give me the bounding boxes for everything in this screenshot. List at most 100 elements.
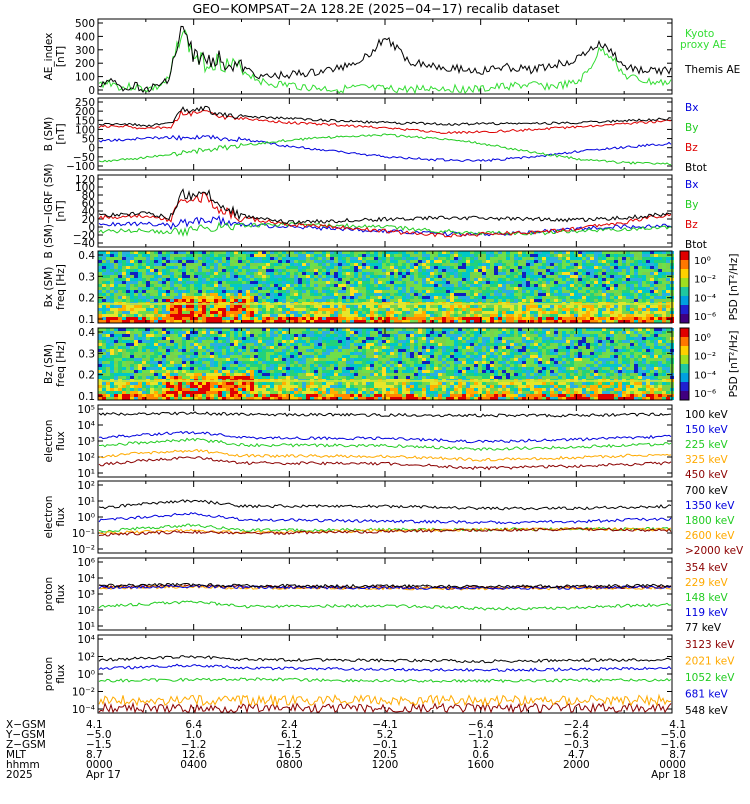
colorbar-label: PSD [nT²/Hz]: [728, 331, 740, 398]
ylabel-bxspec: Bx (SM): [43, 267, 55, 308]
legend-label: 150 keV: [685, 424, 729, 436]
ylabel-p2: proton: [43, 657, 55, 691]
ytick-label: 10⁻⁴: [72, 704, 95, 716]
ylabel-bzspec: Bz (SM): [43, 344, 55, 384]
colorbar-tick: 10⁰: [694, 256, 711, 267]
orbit-value: 1200: [372, 759, 399, 771]
series-line-e1-0: [99, 412, 671, 417]
colorbar-bxspec: 10⁰ 10⁻² 10⁻⁴ 10⁻⁶ PSD [nT²/Hz]: [680, 251, 740, 324]
series-line-e2-4: [99, 528, 671, 536]
legend-label: Bz: [685, 142, 698, 154]
legend-label: Bz: [685, 219, 698, 231]
ytick-label: 10¹: [77, 496, 95, 508]
ylabel-e1: electron: [43, 420, 55, 463]
ylabel-e1: flux: [55, 431, 67, 450]
axis-frame-e2: [98, 481, 672, 553]
ylabel-bzspec: freq [Hz]: [55, 341, 67, 387]
legend-label: Btot: [685, 239, 707, 251]
panel-bxspec: 0.40.30.20.1Bx (SM)freq [Hz]10⁰10⁻²10⁻⁴1…: [43, 250, 740, 326]
ylabel-b: [nT]: [55, 123, 67, 144]
ylabel-p1: flux: [55, 584, 67, 603]
legend-label: 1350 keV: [685, 500, 735, 512]
series-line-p2-1: [99, 695, 671, 705]
legend-label: 229 keV: [685, 577, 729, 589]
series-line-p2-2: [99, 678, 671, 683]
legend-label: 548 keV: [685, 705, 729, 717]
legend-label: 2021 keV: [685, 656, 735, 668]
figure-title: GEO−KOMPSAT−2A 128.2E (2025−04−17) recal…: [192, 1, 559, 16]
legend-label: 700 keV: [685, 485, 729, 497]
colorbar-label: PSD [nT²/Hz]: [728, 254, 740, 321]
colorbar-tick: 10⁰: [694, 333, 711, 344]
series-line-p1-2: [99, 601, 671, 610]
axis-frame-bd: [98, 175, 672, 247]
ytick-label: −40: [73, 238, 95, 250]
colorbar-tick: 10⁻²: [694, 352, 716, 363]
series-line-e2-0: [99, 500, 671, 510]
ytick-label: 10⁻²: [72, 544, 95, 556]
legend-label: 100 keV: [685, 409, 729, 421]
ytick-label: 10⁻¹: [72, 528, 95, 540]
legend-label: Bx: [685, 102, 698, 114]
colorbar-tick: 10⁻⁶: [694, 389, 716, 400]
ytick-label: 0.4: [78, 327, 95, 339]
colorbar-tick: 10⁻⁶: [694, 312, 716, 323]
ytick-label: 10³: [77, 436, 95, 448]
series-line-p2-3: [99, 664, 671, 671]
ytick-label: 10¹: [77, 468, 95, 480]
colorbar-tick: 10⁻⁴: [694, 293, 716, 304]
orbit-table: X−GSMY−GSMZ−GSMMLThhmm20254.1−5.0−1.58.7…: [5, 719, 686, 781]
orbit-value: Apr 17: [86, 769, 121, 781]
ytick-label: 0.4: [78, 250, 95, 262]
ytick-label: 0.1: [78, 391, 95, 403]
panel-bzspec: 0.40.30.20.1Bz (SM)freq [Hz]10⁰10⁻²10⁻⁴1…: [43, 327, 740, 403]
ytick-label: 10⁰: [77, 669, 95, 681]
legend-label: Btot: [685, 162, 707, 174]
ytick-label: 10²: [77, 480, 95, 492]
ytick-label: 10⁵: [77, 404, 95, 416]
legend-label: 1052 keV: [685, 672, 735, 684]
series-line-e1-4: [99, 457, 671, 470]
ytick-label: 10³: [77, 589, 95, 601]
ylabel-p1: proton: [43, 577, 55, 611]
ylabel-e2: electron: [43, 496, 55, 539]
series-line-e1-2: [99, 438, 671, 450]
orbit-value: Apr 18: [651, 769, 686, 781]
legend-label: By: [685, 122, 698, 134]
ylabel-ae: AE_index: [43, 33, 55, 81]
ylabel-bd: [nT]: [55, 200, 67, 221]
series-line-b-1: [99, 134, 671, 165]
ytick-label: 10⁴: [77, 634, 95, 646]
ylabel-ae: [nT]: [55, 46, 67, 67]
ylabel-bxspec: freq [Hz]: [55, 264, 67, 310]
spectral-line: [98, 303, 672, 305]
legend-label: 325 keV: [685, 454, 729, 466]
ytick-label: 0.2: [78, 293, 95, 305]
ytick-label: 0: [88, 85, 95, 97]
ytick-label: 100: [75, 72, 95, 84]
legend-label: By: [685, 199, 698, 211]
ytick-label: 10⁻²: [72, 687, 95, 699]
legend-label: Themis AE: [684, 64, 740, 76]
colorbar-tick: 10⁻²: [694, 275, 716, 286]
ytick-label: 500: [75, 18, 95, 30]
legend-label: 148 keV: [685, 592, 729, 604]
ytick-label: 400: [75, 31, 95, 43]
legend-label: >2000 keV: [685, 545, 744, 557]
series-line-b-3: [99, 106, 671, 126]
ytick-label: 10²: [77, 452, 95, 464]
legend-label: 119 keV: [685, 607, 729, 619]
orbit-value: 1600: [467, 759, 494, 771]
spectrogram-bxspec: [98, 251, 674, 323]
spectrogram-bzspec: [98, 328, 674, 400]
ytick-label: 10⁴: [77, 573, 95, 585]
series-line-e1-3: [99, 450, 671, 462]
